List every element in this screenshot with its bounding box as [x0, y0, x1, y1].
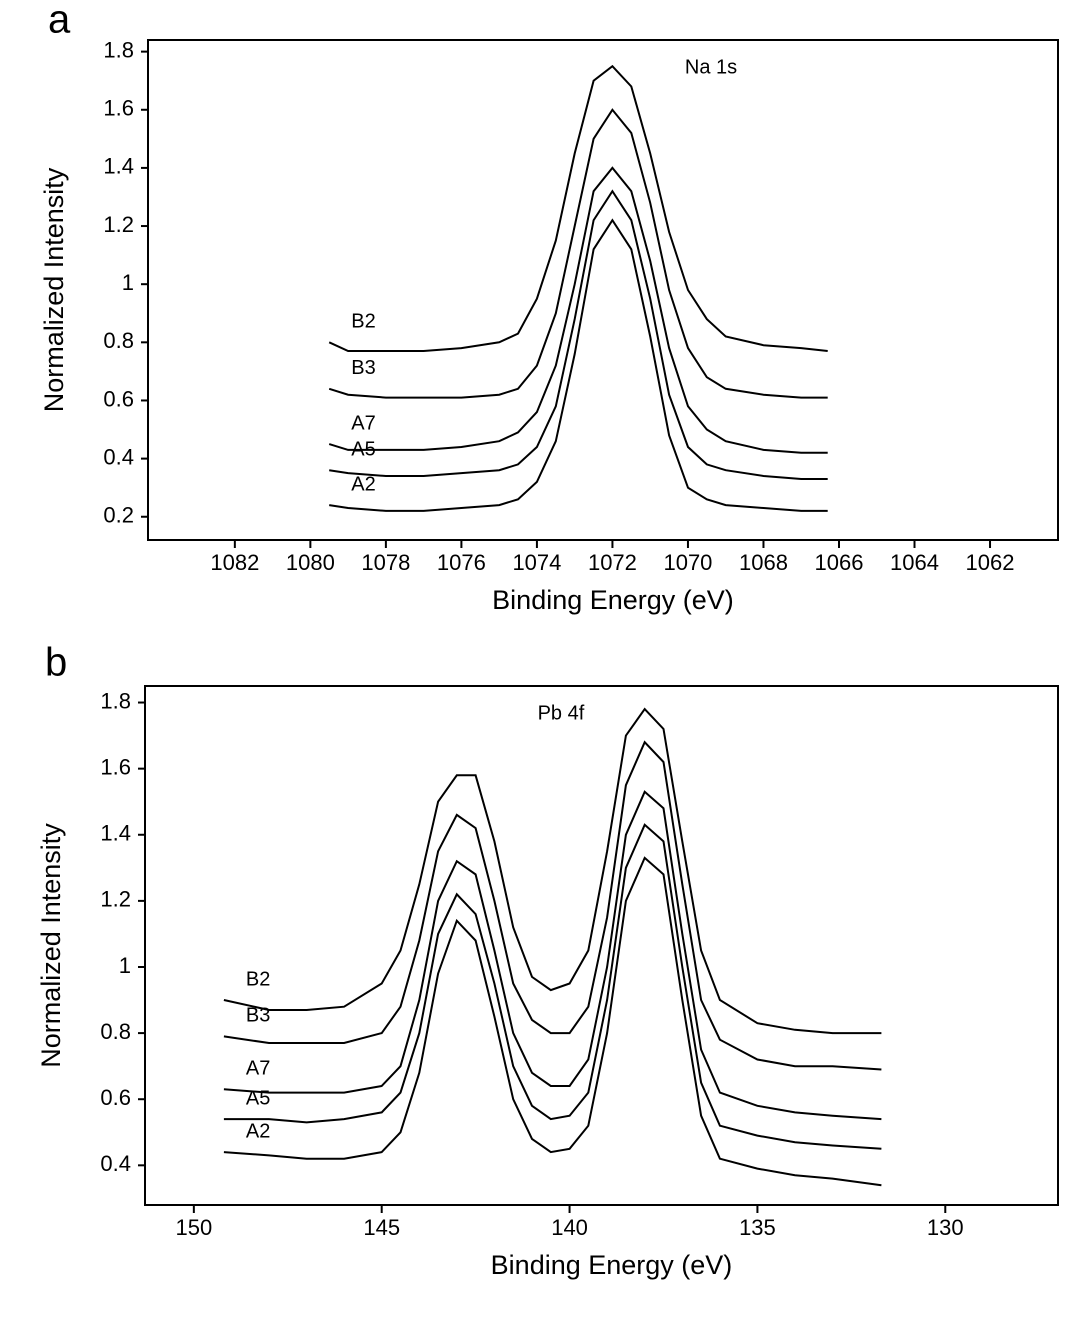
- y-tick-label: 1.2: [103, 212, 134, 237]
- y-axis-label: Normalized Intensity: [36, 823, 66, 1068]
- series-label: B2: [246, 968, 270, 990]
- y-tick-label: 0.6: [100, 1085, 131, 1110]
- series-label: A2: [351, 473, 375, 495]
- y-tick-label: 1.8: [103, 37, 134, 62]
- series-label: A5: [351, 439, 375, 461]
- x-axis-label: Binding Energy (eV): [492, 585, 734, 615]
- y-tick-label: 1.4: [100, 821, 131, 846]
- y-tick-label: 0.4: [103, 444, 134, 469]
- y-tick-label: 1.6: [100, 754, 131, 779]
- x-tick-label: 1074: [512, 550, 561, 575]
- spectrum-line: [223, 790, 882, 1121]
- series-label: A2: [246, 1120, 270, 1142]
- spectrum-line: [223, 740, 882, 1071]
- y-axis-label: Normalized Intensity: [39, 167, 69, 412]
- x-tick-label: 140: [551, 1215, 588, 1240]
- series-label: A5: [246, 1087, 270, 1109]
- x-tick-label: 1076: [437, 550, 486, 575]
- series-label: A7: [351, 412, 375, 434]
- series-label: A7: [246, 1058, 270, 1080]
- x-tick-label: 135: [739, 1215, 776, 1240]
- spectrum-line: [328, 166, 828, 454]
- annotation: Na 1s: [685, 56, 737, 78]
- x-tick-label: 1066: [815, 550, 864, 575]
- x-tick-label: 1070: [663, 550, 712, 575]
- x-tick-label: 145: [363, 1215, 400, 1240]
- panel-label: b: [45, 641, 67, 685]
- y-tick-label: 0.8: [100, 1019, 131, 1044]
- y-tick-label: 0.6: [103, 386, 134, 411]
- y-tick-label: 1: [119, 953, 131, 978]
- y-tick-label: 0.8: [103, 328, 134, 353]
- y-tick-label: 1.8: [100, 688, 131, 713]
- x-tick-label: 1078: [361, 550, 410, 575]
- series-label: B3: [351, 357, 375, 379]
- x-axis-label: Binding Energy (eV): [491, 1250, 733, 1280]
- series-label: B3: [246, 1005, 270, 1027]
- y-tick-label: 1.4: [103, 154, 134, 179]
- annotation: Pb 4f: [538, 702, 585, 724]
- y-tick-label: 1.6: [103, 96, 134, 121]
- x-tick-label: 1082: [210, 550, 259, 575]
- y-tick-label: 0.4: [100, 1151, 131, 1176]
- spectrum-line: [329, 218, 828, 512]
- x-tick-label: 1080: [286, 550, 335, 575]
- x-tick-label: 130: [927, 1215, 964, 1240]
- spectrum-line: [223, 823, 882, 1150]
- plot-frame: [144, 685, 1059, 1206]
- x-tick-label: 1068: [739, 550, 788, 575]
- spectrum-line: [329, 189, 828, 480]
- series-label: B2: [351, 311, 375, 333]
- spectrum-line: [223, 856, 882, 1187]
- plot-frame: [147, 39, 1059, 541]
- y-tick-label: 1.2: [100, 887, 131, 912]
- x-tick-label: 1062: [966, 550, 1015, 575]
- x-tick-label: 1072: [588, 550, 637, 575]
- spectrum-line: [328, 64, 828, 352]
- x-tick-label: 1064: [890, 550, 939, 575]
- x-tick-label: 150: [175, 1215, 212, 1240]
- y-tick-label: 0.2: [103, 503, 134, 528]
- spectrum-line: [223, 707, 882, 1035]
- spectrum-line: [328, 108, 828, 399]
- panel-label: a: [48, 0, 71, 42]
- y-tick-label: 1: [122, 270, 134, 295]
